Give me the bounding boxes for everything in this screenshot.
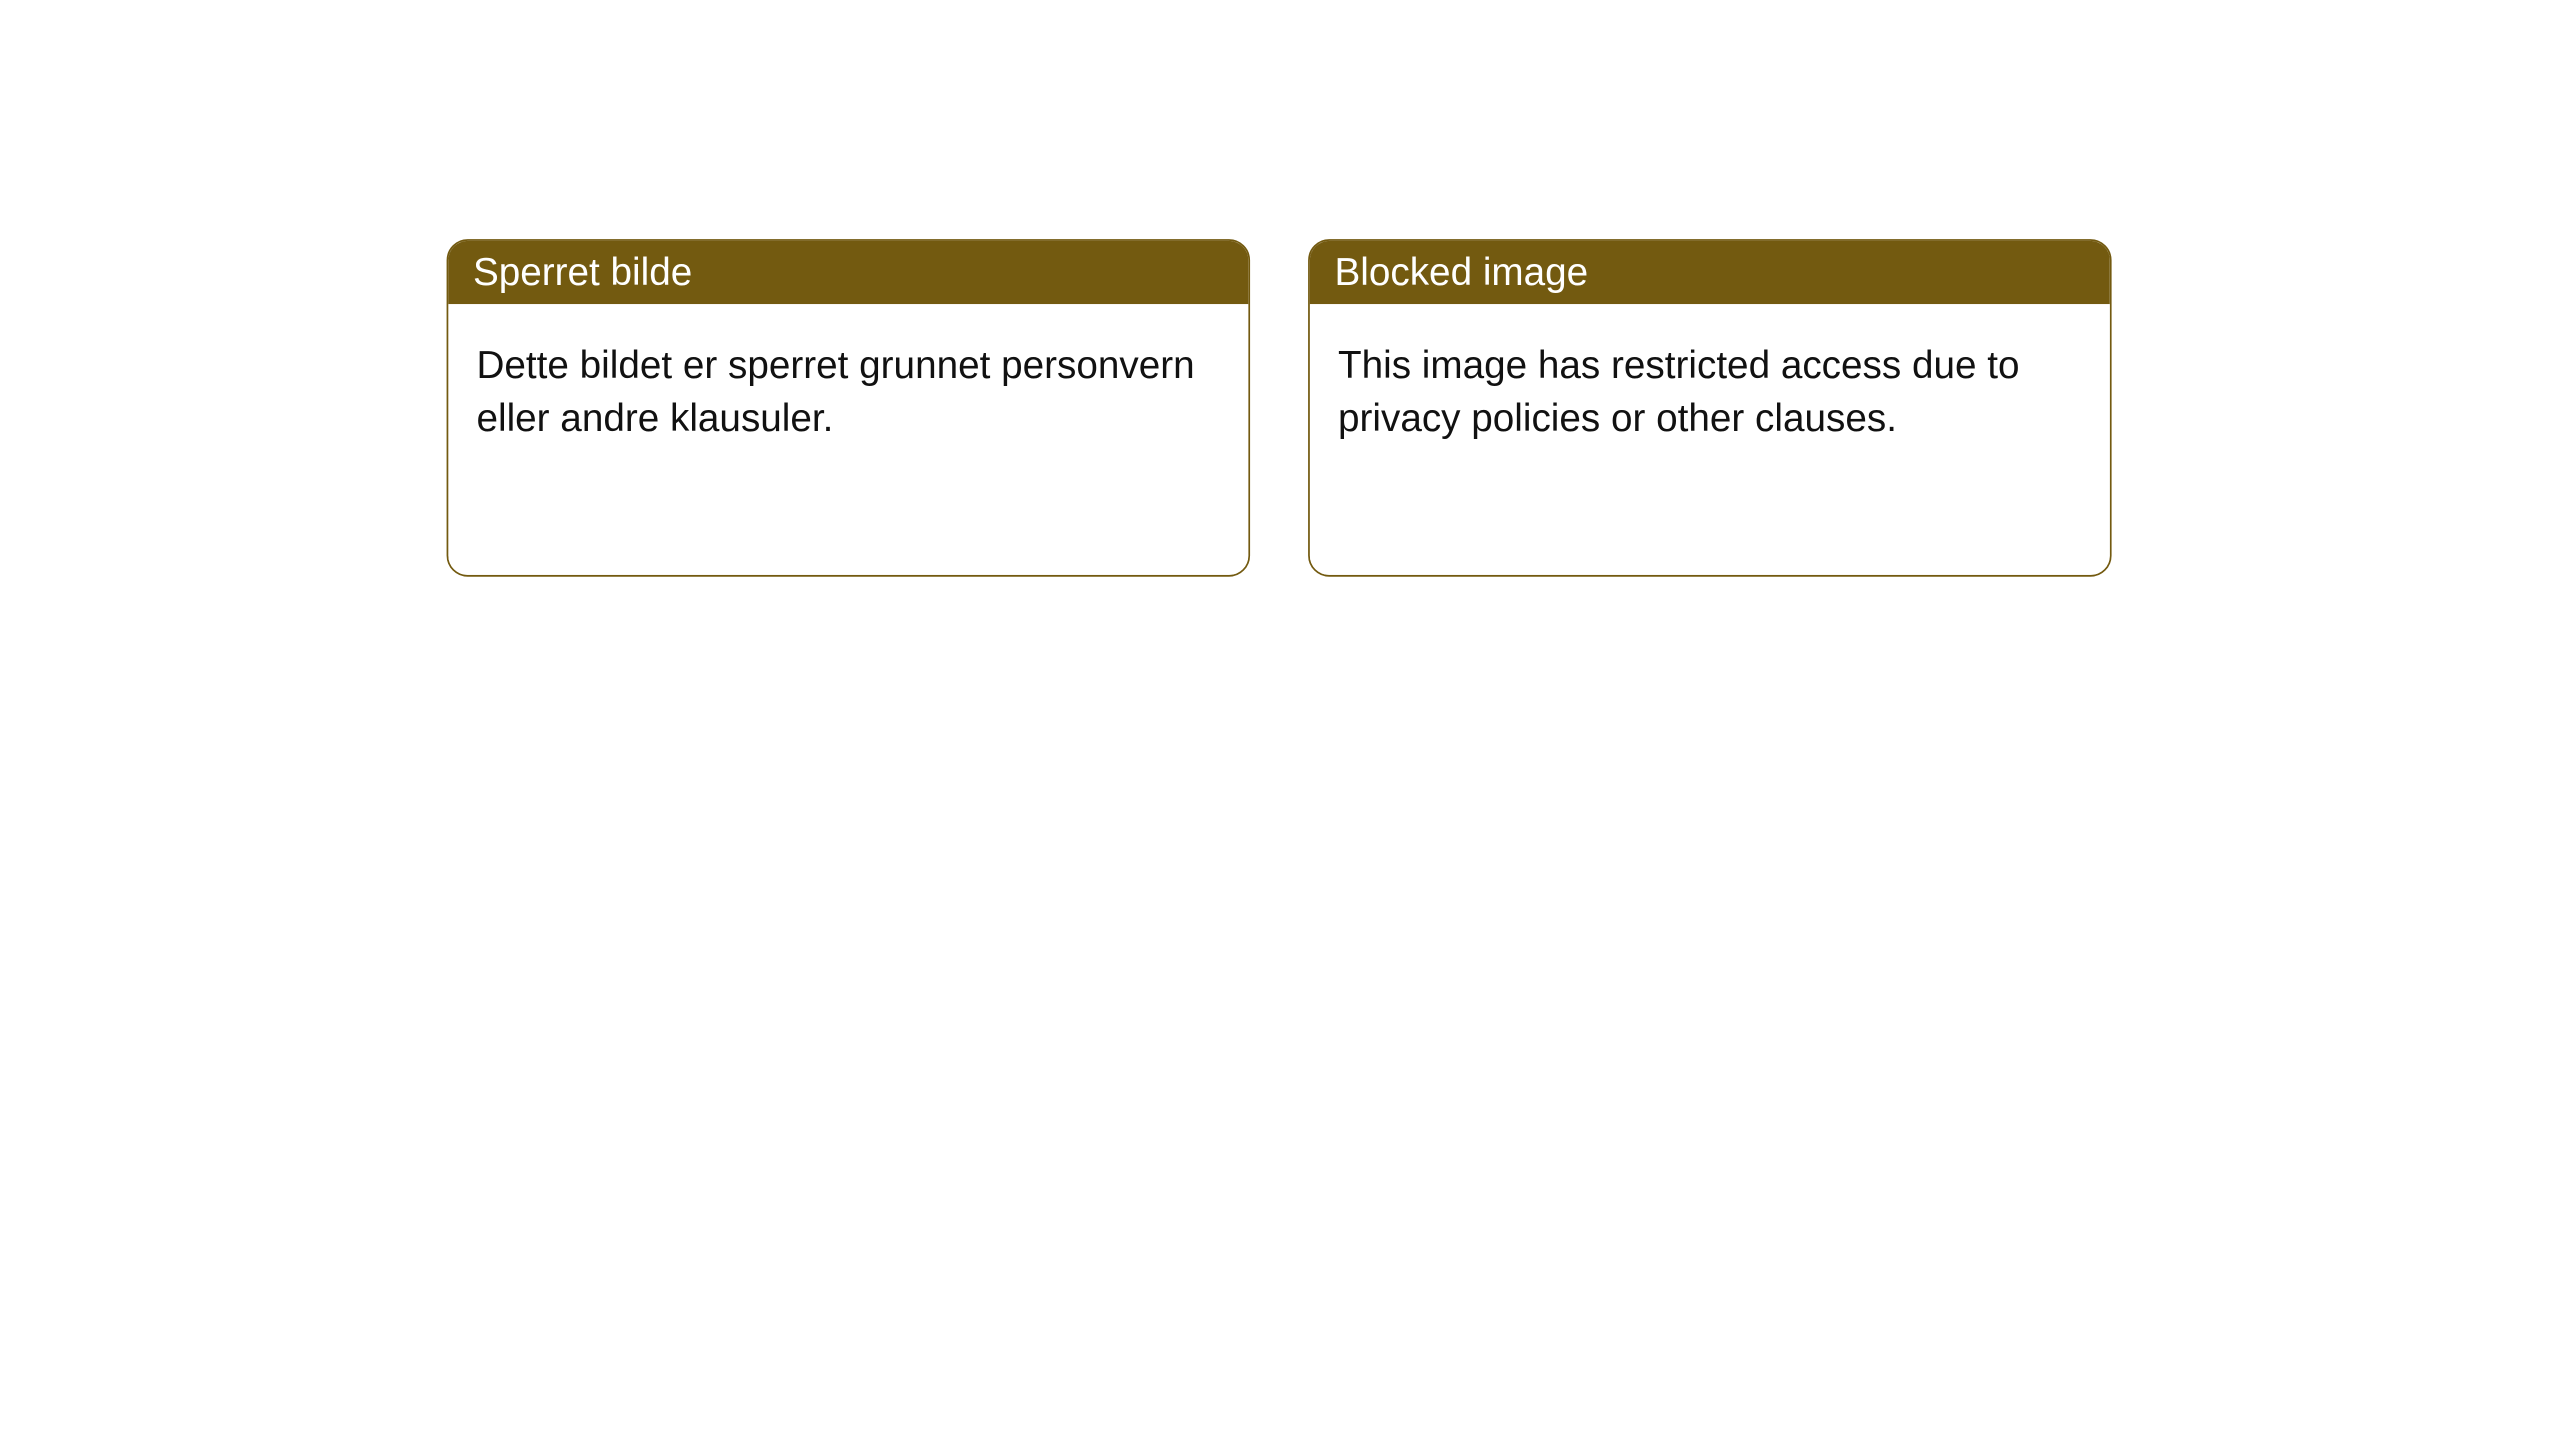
notice-card-body: Dette bildet er sperret grunnet personve… <box>448 304 1248 575</box>
notice-card-english: Blocked image This image has restricted … <box>1308 239 2111 577</box>
notice-card-title: Blocked image <box>1310 241 2110 304</box>
notice-card-body: This image has restricted access due to … <box>1310 304 2110 575</box>
notice-card-title: Sperret bilde <box>448 241 1248 304</box>
notice-cards-row: Sperret bilde Dette bildet er sperret gr… <box>447 239 2112 577</box>
notice-card-norwegian: Sperret bilde Dette bildet er sperret gr… <box>447 239 1250 577</box>
